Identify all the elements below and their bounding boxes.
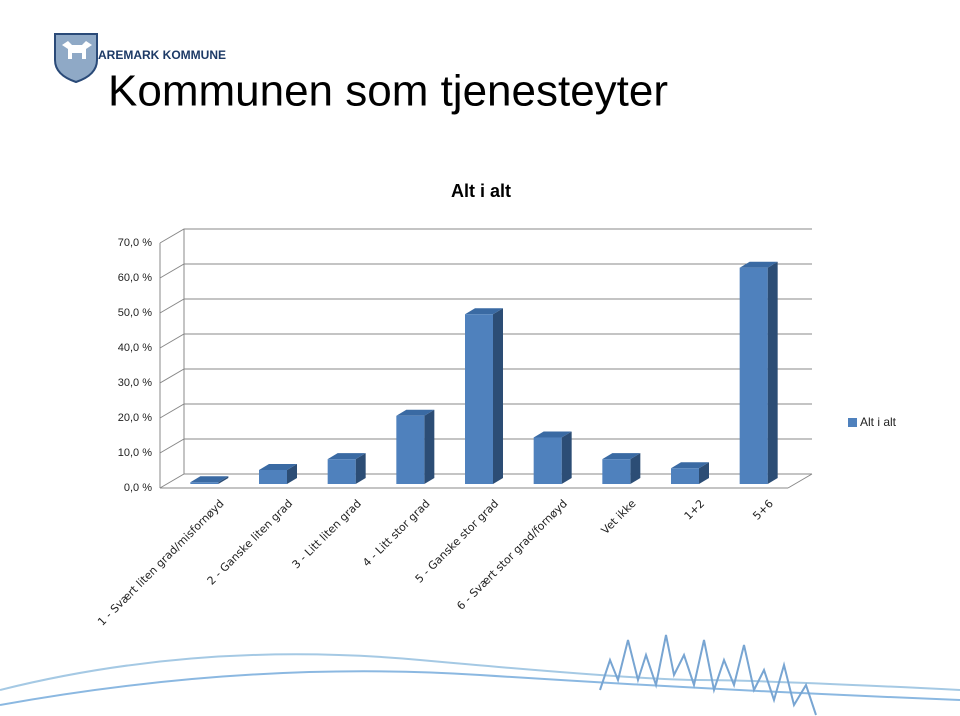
bar-top <box>602 453 641 460</box>
x-tick-label: Vet ikke <box>599 497 639 537</box>
bar-front <box>533 437 562 484</box>
landscape <box>0 634 960 716</box>
bar <box>259 464 297 484</box>
y-tick-label: 30,0 % <box>118 377 152 389</box>
bar-front <box>602 459 631 484</box>
bar-front <box>465 314 493 484</box>
bar-side <box>767 261 778 484</box>
y-tick-label: 50,0 % <box>118 307 152 319</box>
bar-top <box>465 308 503 315</box>
slide-title: Kommunen som tjenesteyter <box>108 67 668 116</box>
bar-side <box>424 409 435 484</box>
bar-front <box>396 415 425 484</box>
x-tick-label: 4 - Litt stor grad <box>360 497 432 569</box>
legend-label: Alt i alt <box>860 415 897 429</box>
bar-front <box>327 459 356 484</box>
bar-top <box>327 453 366 460</box>
bar <box>190 476 229 484</box>
grid-line <box>159 368 812 384</box>
bar-front <box>190 482 219 484</box>
floor-line <box>787 473 813 489</box>
bar <box>465 308 503 484</box>
organization: AREMARK KOMMUNE <box>98 48 226 62</box>
bar <box>739 261 778 484</box>
logo <box>54 33 98 84</box>
x-tick-label: 5+6 <box>750 497 776 523</box>
x-tick-label: 1+2 <box>682 497 708 523</box>
legend-swatch <box>848 418 857 427</box>
y-tick-label: 40,0 % <box>118 342 152 354</box>
bar-top <box>259 464 297 470</box>
grid-line <box>159 298 812 314</box>
x-tick-label: 1 - Svært liten grad/misfornøyd <box>95 497 226 628</box>
y-tick-label: 20,0 % <box>118 412 152 424</box>
y-tick-label: 0,0 % <box>124 482 152 494</box>
grid-line <box>159 333 812 349</box>
bar-front <box>671 468 699 484</box>
y-tick-label: 70,0 % <box>118 237 152 249</box>
x-tick-label: 6 - Svært stor grad/fornøyd <box>454 497 570 613</box>
bar <box>327 453 366 484</box>
bar-side <box>493 308 503 484</box>
chart-title: Alt i alt <box>451 181 511 201</box>
bar-side <box>699 462 709 484</box>
bar-front <box>259 470 287 484</box>
bar-side <box>355 453 366 484</box>
bar-side <box>218 476 229 484</box>
y-tick-label: 60,0 % <box>118 272 152 284</box>
grid-line <box>159 263 812 279</box>
bar <box>533 431 572 484</box>
bar-top <box>396 409 435 416</box>
bar-front <box>739 267 768 484</box>
x-tick-label: 3 - Litt liten grad <box>290 497 364 571</box>
bar-top <box>739 261 778 268</box>
bar-top <box>671 462 709 469</box>
grid-line <box>159 438 812 454</box>
bar-side <box>287 464 297 484</box>
bar-top <box>190 476 229 483</box>
bar-side <box>630 453 641 484</box>
grid-line <box>159 403 812 419</box>
bar-top <box>533 431 572 438</box>
bar <box>602 453 641 484</box>
y-tick-label: 10,0 % <box>118 447 152 459</box>
bar-side <box>561 431 572 484</box>
grid-line <box>159 228 812 244</box>
bar <box>396 409 435 484</box>
bar <box>671 462 709 484</box>
